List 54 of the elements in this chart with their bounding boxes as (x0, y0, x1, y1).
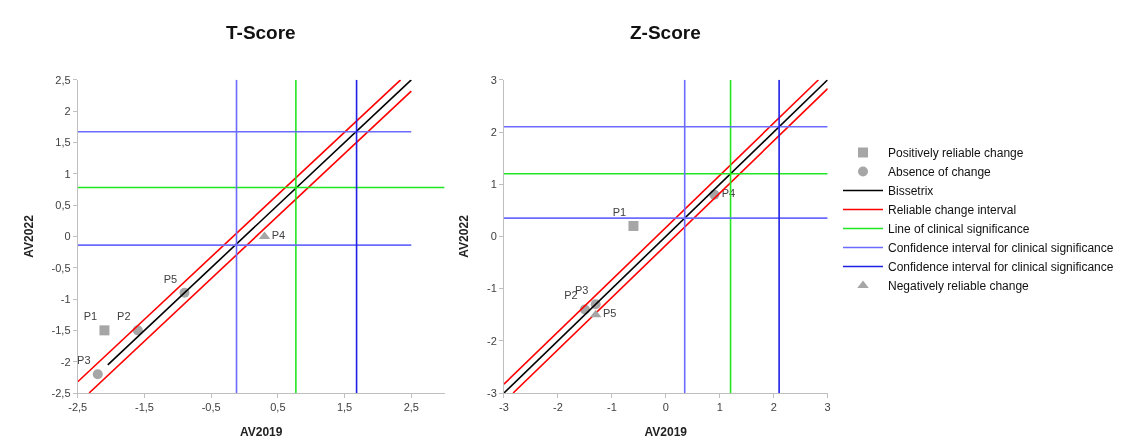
y-tick-label: -3 (486, 386, 497, 399)
y-axis-title: AV2022 (21, 214, 36, 258)
y-tick-label: 2 (490, 125, 497, 138)
x-tick-label: -1 (606, 401, 617, 414)
x-tick-label: 3 (824, 401, 831, 414)
y-axis-title: AV2022 (457, 214, 472, 258)
y-tick-label: -2 (60, 355, 71, 368)
x-tick-label: -1,5 (134, 401, 154, 414)
y-tick-label: 2,5 (55, 73, 71, 86)
y-tick-label: 1 (490, 178, 497, 191)
legend-label: Confidence interval for clinical significance (888, 241, 1114, 256)
x-tick-label: -3 (499, 401, 509, 414)
chart-title: T-Score (226, 22, 296, 43)
x-tick-label: 2,5 (403, 401, 419, 414)
x-tick-label: 0 (662, 401, 669, 414)
data-label: P1 (83, 310, 98, 323)
y-tick-label: 1,5 (55, 136, 71, 149)
x-tick-label: -2 (553, 401, 563, 414)
data-label: P3 (77, 354, 91, 367)
data-label: P5 (163, 272, 178, 285)
y-tick-label: -1 (486, 282, 497, 295)
point (99, 325, 110, 336)
legend-label: Reliable change interval (888, 203, 1017, 218)
y-tick-label: -2,5 (51, 386, 71, 399)
legend-label: Confidence interval for clinical significance (888, 260, 1114, 275)
y-tick-label: 0 (490, 230, 497, 243)
data-label: P4 (271, 229, 286, 242)
y-tick-label: 2 (64, 104, 71, 117)
y-tick-label: 0,5 (55, 198, 71, 211)
y-tick-label: -0,5 (51, 261, 71, 274)
data-label: P1 (612, 205, 627, 218)
x-tick-label: -0,5 (201, 401, 221, 414)
y-tick-label: -1,5 (51, 324, 71, 337)
data-label: P5 (602, 307, 617, 320)
legend-label: Absence of change (888, 165, 992, 180)
legend-label: Positively reliable change (888, 146, 1024, 161)
x-axis-title: AV2019 (644, 425, 688, 440)
y-tick-label: 0 (64, 230, 71, 243)
y-tick-label: -2 (486, 334, 497, 347)
y-tick-label: 3 (490, 73, 497, 86)
point (92, 369, 103, 380)
data-label: P2 (117, 310, 131, 323)
legend-label: Line of clinical significance (888, 222, 1030, 237)
x-tick-label: 2 (770, 401, 777, 414)
x-tick-label: 1 (716, 401, 723, 414)
legend-label: Bissetrix (888, 184, 934, 199)
x-tick-label: 1,5 (336, 401, 353, 414)
point (628, 220, 639, 231)
x-tick-label: 0,5 (270, 401, 286, 414)
legend-label: Negatively reliable change (888, 279, 1030, 294)
y-tick-label: 1 (64, 167, 71, 180)
x-axis-title: AV2019 (239, 425, 283, 440)
y-tick-label: -1 (60, 292, 71, 305)
chart-title: Z-Score (630, 22, 701, 43)
